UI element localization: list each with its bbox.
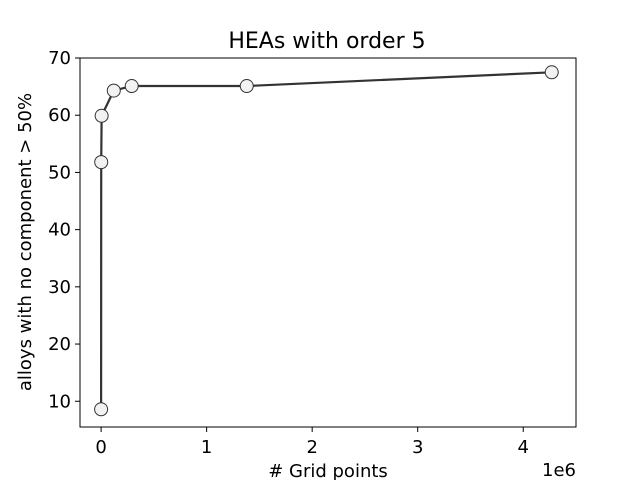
chart-title: HEAs with order 5 bbox=[228, 29, 425, 54]
x-tick-label: 1 bbox=[201, 437, 212, 458]
y-tick-label: 60 bbox=[48, 105, 71, 126]
data-point bbox=[124, 79, 139, 94]
x-tick-label: 3 bbox=[412, 437, 423, 458]
plot-area-frame bbox=[79, 57, 577, 428]
data-point bbox=[106, 83, 121, 98]
y-tick-label: 30 bbox=[48, 277, 71, 298]
y-tick-label: 50 bbox=[48, 162, 71, 183]
y-tick-label: 70 bbox=[48, 48, 71, 69]
x-axis: 0 1 2 3 4 bbox=[95, 427, 529, 458]
y-axis: 10 20 30 40 50 60 70 bbox=[48, 48, 80, 412]
data-point bbox=[544, 65, 559, 80]
y-tick-label: 20 bbox=[48, 334, 71, 355]
x-tick-label: 4 bbox=[518, 437, 529, 458]
series-layer bbox=[94, 65, 559, 417]
data-point bbox=[94, 108, 109, 123]
data-point bbox=[239, 79, 254, 94]
y-tick-label: 40 bbox=[48, 220, 71, 241]
data-point bbox=[94, 155, 109, 170]
series-line bbox=[100, 71, 552, 410]
y-tick-label: 10 bbox=[48, 391, 71, 412]
data-point bbox=[94, 402, 109, 417]
y-axis-label: alloys with no component > 50% bbox=[15, 93, 36, 391]
x-axis-offset-text: 1e6 bbox=[542, 460, 576, 480]
x-tick-label: 0 bbox=[95, 437, 106, 458]
x-axis-label: # Grid points bbox=[268, 461, 388, 480]
x-tick-label: 2 bbox=[306, 437, 317, 458]
